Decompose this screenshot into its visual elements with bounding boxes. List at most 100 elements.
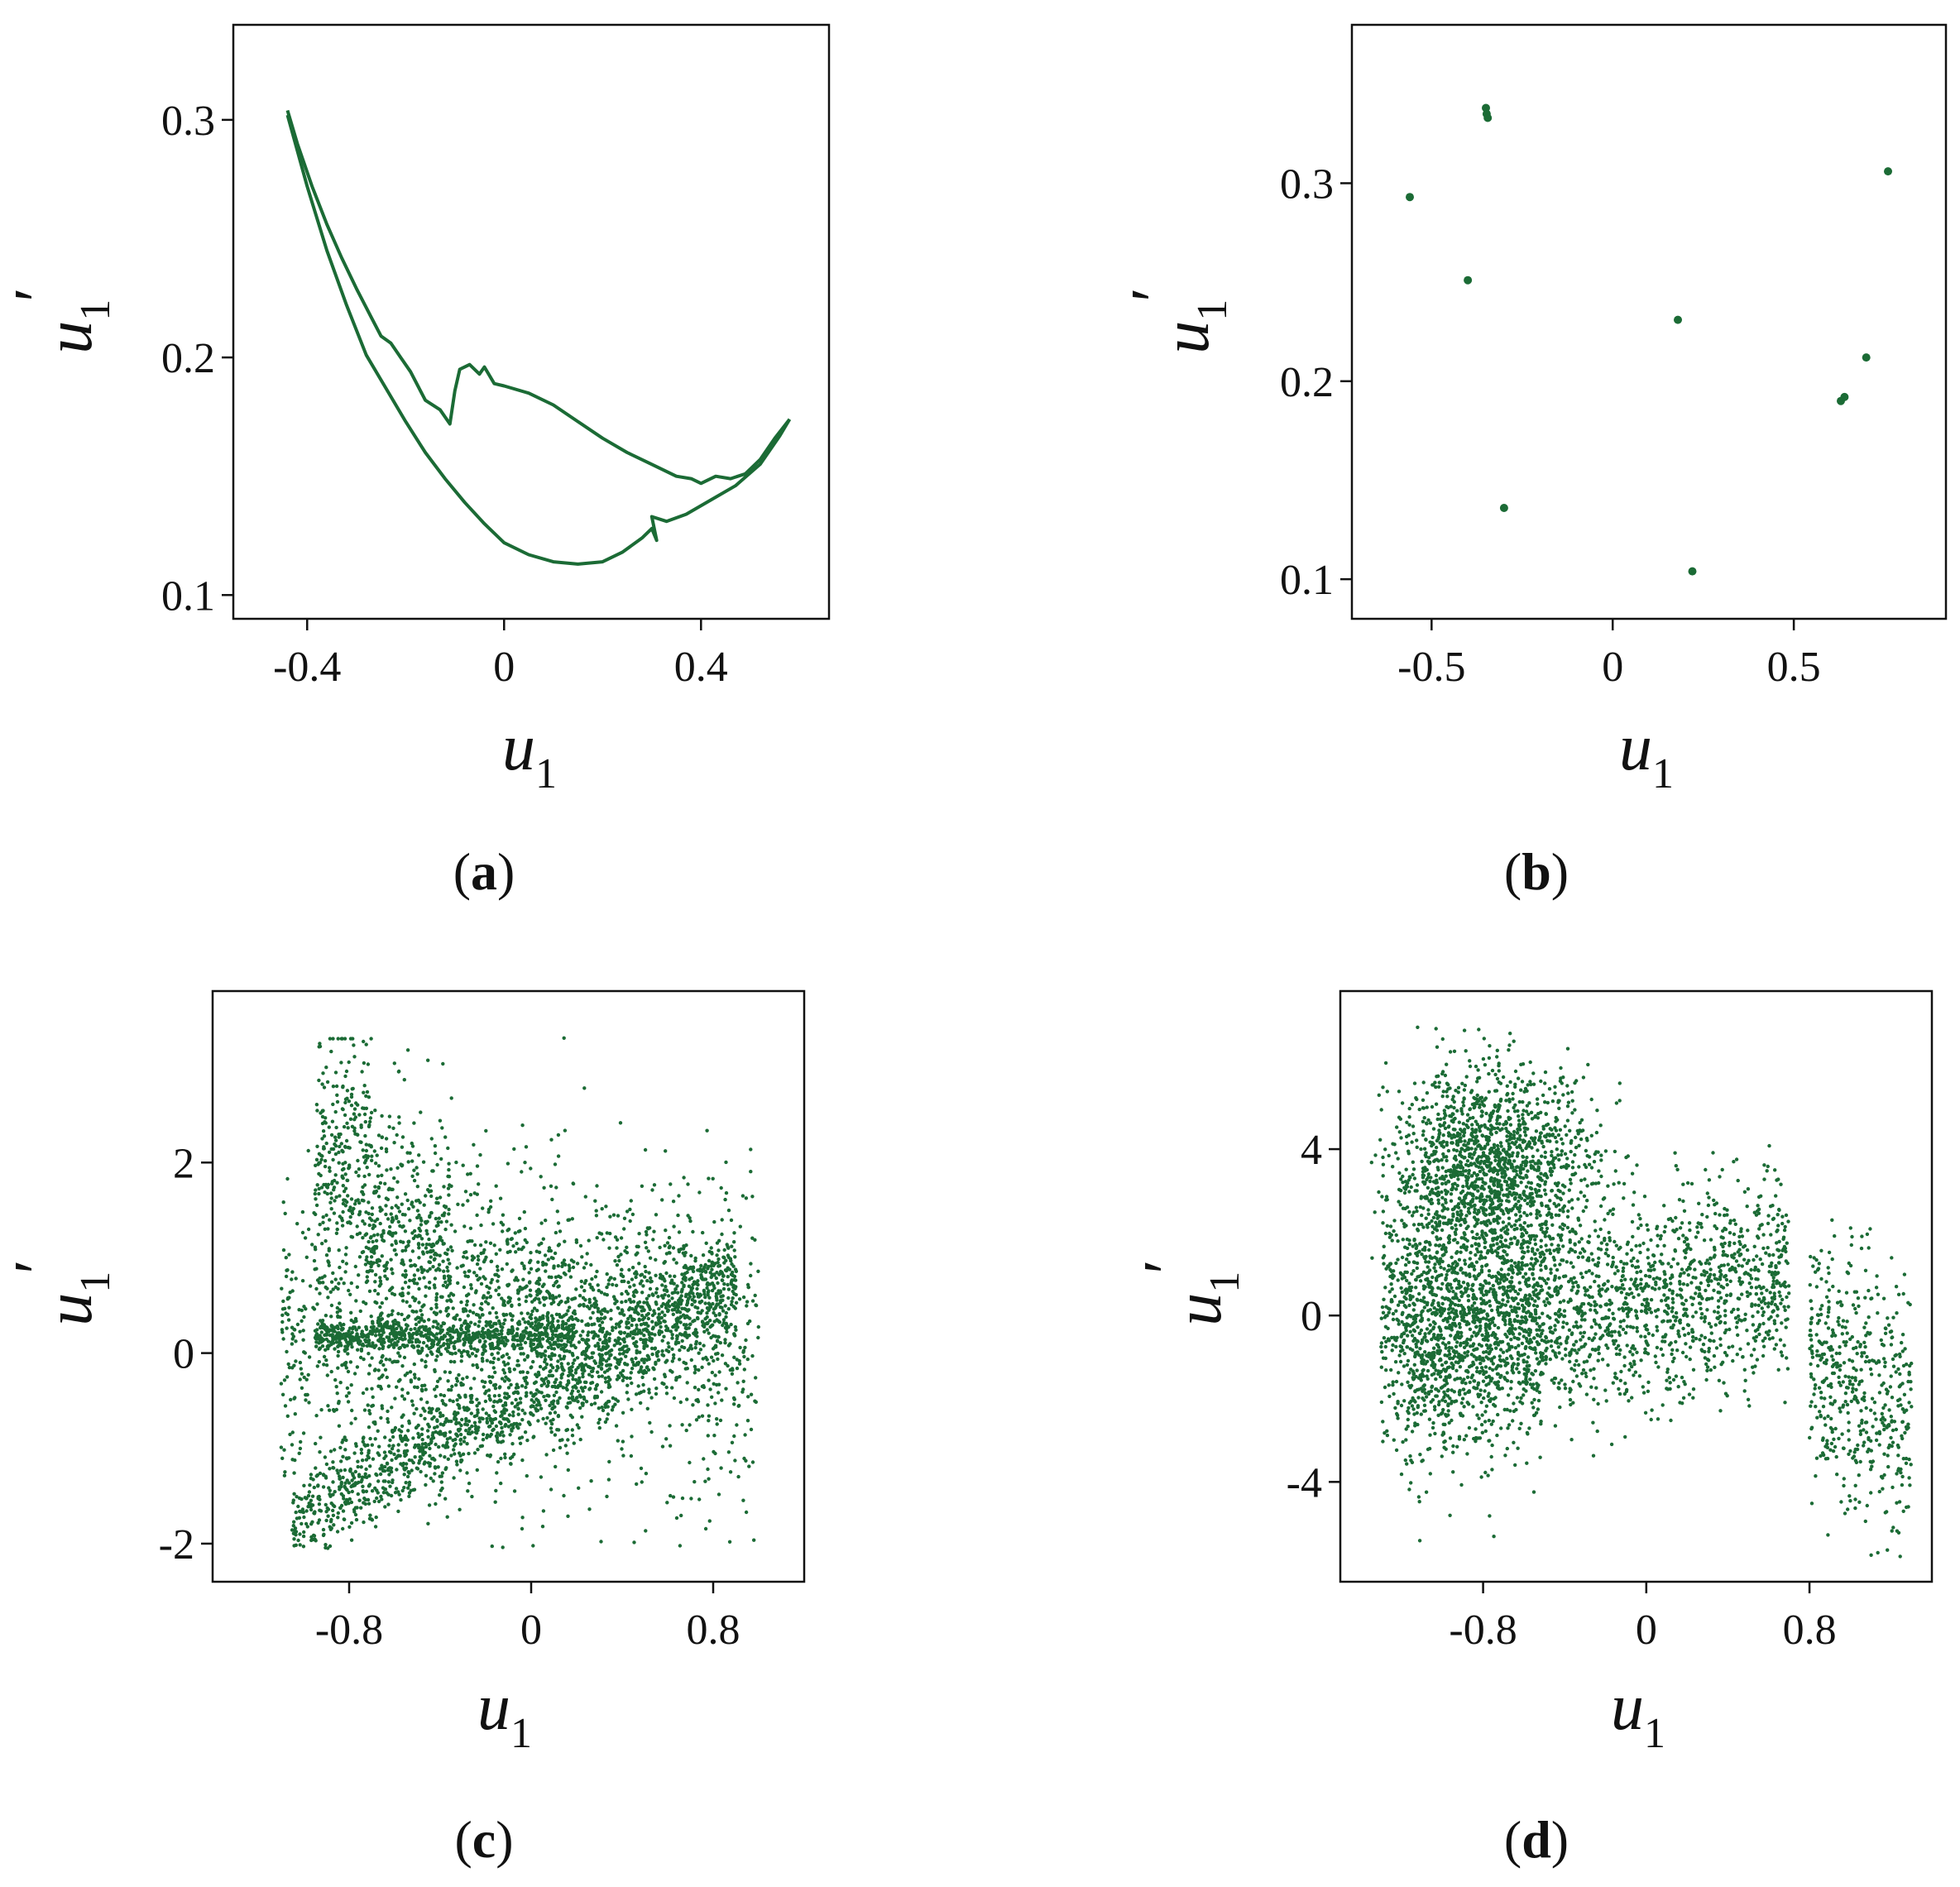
data-point: [362, 1357, 366, 1362]
data-point: [417, 1286, 421, 1291]
data-point: [544, 1262, 548, 1267]
data-point: [283, 1470, 287, 1474]
data-point: [639, 1323, 644, 1327]
data-point: [338, 1308, 342, 1312]
data-point: [373, 1437, 377, 1441]
data-point: [582, 1266, 587, 1270]
data-point: [467, 1329, 471, 1334]
data-point: [641, 1284, 645, 1288]
data-point: [367, 1516, 372, 1521]
data-point: [706, 1403, 710, 1407]
data-point: [320, 1319, 325, 1323]
data-point: [707, 1414, 712, 1418]
data-point: [523, 1430, 528, 1434]
data-point: [741, 1498, 745, 1502]
data-point: [327, 1150, 332, 1155]
data-point: [688, 1346, 692, 1350]
data-point: [438, 1195, 443, 1200]
data-point: [320, 1344, 325, 1348]
data-point: [477, 1420, 482, 1424]
data-point: [424, 1294, 428, 1298]
data-point: [730, 1244, 734, 1248]
data-point: [461, 1263, 465, 1267]
data-point: [381, 1491, 386, 1495]
data-point: [293, 1458, 297, 1463]
data-point: [697, 1387, 701, 1392]
data-point: [635, 1482, 639, 1487]
data-point: [302, 1515, 306, 1520]
data-point: [661, 1301, 665, 1306]
data-point: [410, 1278, 415, 1283]
data-point: [629, 1314, 633, 1319]
data-point: [338, 1144, 342, 1149]
data-point: [742, 1354, 746, 1359]
data-point: [550, 1406, 554, 1411]
data-point: [615, 1238, 620, 1242]
data-point: [566, 1299, 570, 1304]
data-point: [1487, 1071, 1491, 1076]
data-point: [567, 1263, 571, 1267]
data-point: [722, 1281, 726, 1286]
data-point: [625, 1391, 629, 1395]
data-point: [282, 1448, 286, 1452]
data-point: [400, 1135, 405, 1139]
data-point: [1565, 1214, 1570, 1219]
data-point: [642, 1389, 646, 1393]
data-point: [476, 1448, 480, 1452]
data-point: [466, 1172, 470, 1176]
data-point: [549, 1401, 553, 1405]
data-point: [532, 1400, 536, 1405]
data-point: [398, 1224, 402, 1228]
data-point: [376, 1479, 381, 1483]
data-point: [582, 1289, 587, 1293]
data-point: [408, 1333, 412, 1337]
data-point: [534, 1333, 539, 1338]
data-point: [719, 1466, 723, 1470]
data-point: [410, 1159, 415, 1163]
data-point: [431, 1265, 435, 1269]
data-point: [432, 1310, 437, 1315]
data-point: [336, 1315, 340, 1319]
data-point: [744, 1458, 748, 1463]
data-point: [438, 1352, 443, 1357]
data-point: [387, 1335, 391, 1339]
data-point: [516, 1363, 521, 1367]
data-point: [345, 1386, 350, 1391]
data-point: [693, 1256, 697, 1261]
data-point: [391, 1319, 395, 1324]
data-point: [510, 1338, 515, 1342]
data-point: [319, 1157, 323, 1162]
y-tick-label: 2: [173, 1140, 194, 1187]
data-point: [404, 1481, 408, 1485]
data-point: [469, 1283, 473, 1287]
data-point: [293, 1412, 297, 1416]
data-point: [396, 1219, 400, 1224]
data-point: [359, 1348, 364, 1353]
data-point: [656, 1358, 661, 1363]
data-point: [323, 1116, 328, 1120]
data-point: [352, 1325, 357, 1329]
plot-data: [1369, 1025, 1914, 1559]
data-point: [664, 1391, 669, 1396]
data-point: [606, 1375, 611, 1380]
data-point: [396, 1351, 400, 1355]
data-point: [483, 1339, 487, 1343]
data-point: [528, 1280, 532, 1284]
data-point: [398, 1354, 402, 1358]
data-point: [665, 1309, 670, 1314]
data-point: [628, 1207, 632, 1212]
data-point: [318, 1450, 322, 1454]
data-point: [549, 1137, 553, 1142]
data-point: [477, 1339, 482, 1343]
data-point: [482, 1294, 486, 1298]
data-point: [711, 1323, 715, 1327]
data-point: [464, 1429, 468, 1433]
data-point: [566, 1438, 570, 1442]
data-point: [400, 1364, 405, 1368]
data-point: [329, 1324, 333, 1328]
data-point: [321, 1485, 326, 1489]
data-point: [674, 1516, 679, 1521]
data-point: [707, 1176, 711, 1181]
data-point: [426, 1339, 431, 1343]
data-point: [346, 1332, 350, 1337]
